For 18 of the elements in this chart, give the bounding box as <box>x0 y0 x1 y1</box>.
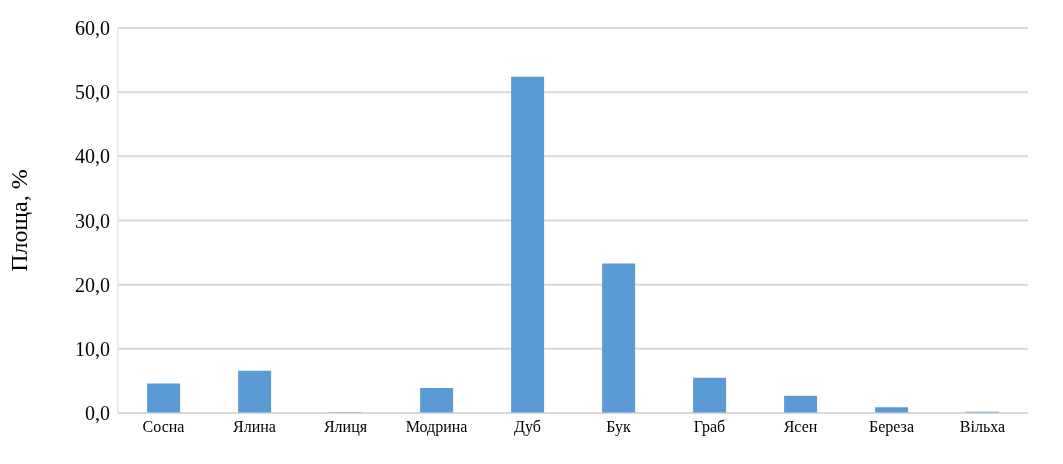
x-tick-label: Ялина <box>233 418 276 436</box>
y-tick-label: 40,0 <box>75 145 110 168</box>
y-axis-title: Площа, % <box>5 169 32 272</box>
y-tick-label: 20,0 <box>75 273 110 296</box>
x-tick-label: Бук <box>606 418 632 437</box>
y-tick-label: 50,0 <box>75 81 110 104</box>
x-tick-label: Береза <box>868 418 915 437</box>
y-tick-label: 30,0 <box>75 209 110 232</box>
y-tick-label: 60,0 <box>75 17 110 40</box>
x-tick-label: Граб <box>693 418 726 437</box>
y-tick-label: 0,0 <box>85 402 110 425</box>
x-tick-label: Сосна <box>142 418 185 436</box>
x-tick-label: Ялиця <box>323 418 368 437</box>
x-tick-label: Модрина <box>405 418 468 437</box>
x-tick-label: Вільха <box>959 418 1006 436</box>
y-tick-label: 10,0 <box>75 337 110 360</box>
x-tick-label: Дуб <box>514 418 541 437</box>
x-tick-label: Ясен <box>783 418 818 436</box>
